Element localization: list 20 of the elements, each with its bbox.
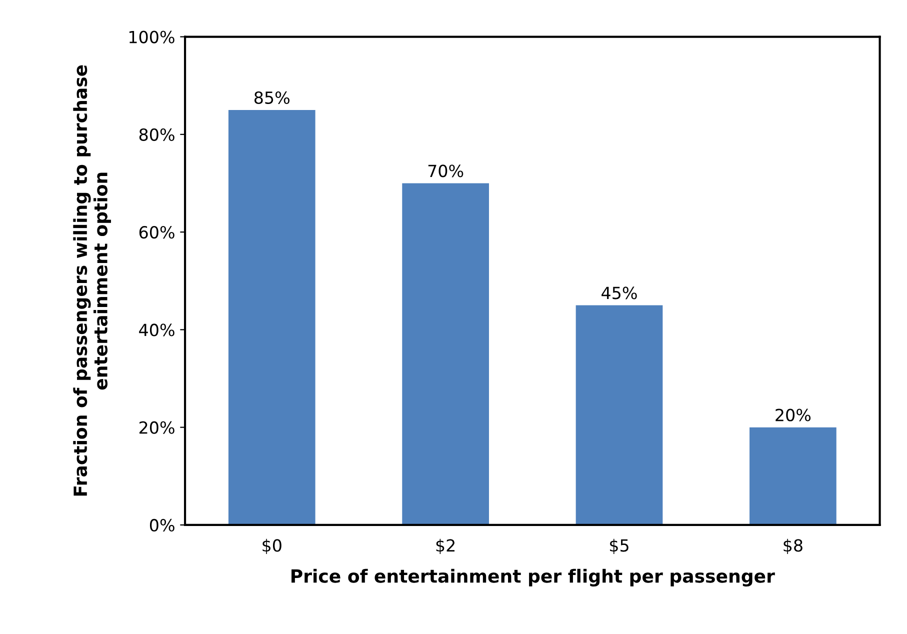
bar bbox=[750, 427, 836, 525]
bar bbox=[228, 110, 316, 525]
y-tick-label: 20% bbox=[139, 421, 174, 434]
data-label: 85% bbox=[254, 91, 290, 104]
x-tick-label: $8 bbox=[784, 538, 802, 554]
y-tick-label: 60% bbox=[139, 226, 174, 239]
bar bbox=[402, 183, 489, 525]
data-label: 70% bbox=[428, 164, 464, 178]
y-tick-label: 40% bbox=[139, 324, 174, 336]
x-tick-label: $2 bbox=[436, 538, 454, 554]
data-label: 20% bbox=[776, 408, 811, 422]
bar bbox=[576, 305, 663, 525]
y-axis-title: Fraction of passengers willing to purchase entertainment option bbox=[73, 65, 111, 496]
x-tick-label: $5 bbox=[610, 538, 628, 554]
data-label: 45% bbox=[602, 286, 637, 300]
x-tick-label: $0 bbox=[262, 538, 282, 554]
y-tick-label: 100% bbox=[129, 30, 174, 44]
y-tick-label: 80% bbox=[139, 128, 174, 141]
y-tick-label: 0% bbox=[150, 518, 174, 532]
x-axis-title: Price of entertainment per flight per passenger bbox=[292, 568, 775, 586]
